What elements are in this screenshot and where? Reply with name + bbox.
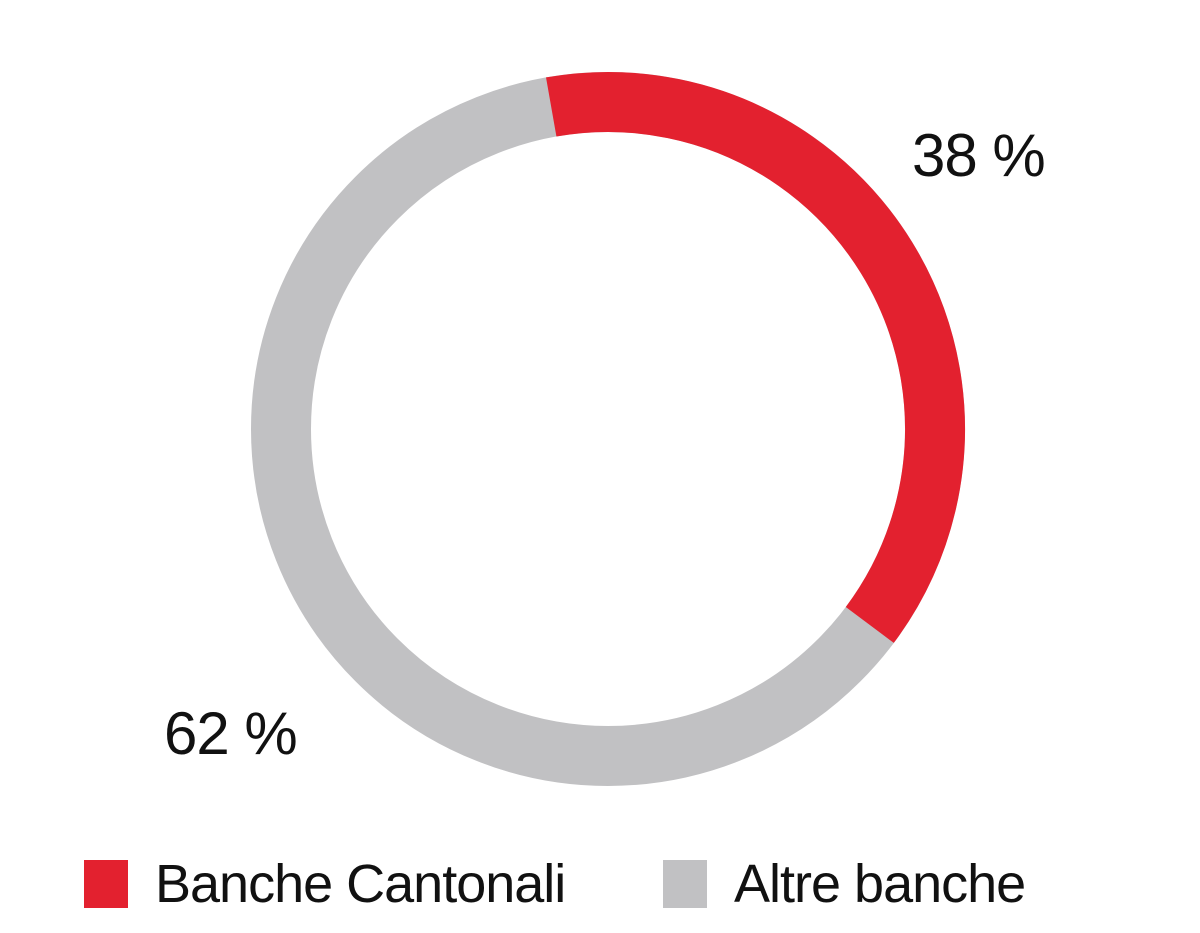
data-label-banche-cantonali: 38 % [912, 122, 1046, 189]
legend-swatch-altre-banche [663, 860, 707, 908]
legend-item-banche-cantonali: Banche Cantonali [84, 854, 566, 914]
legend-swatch-banche-cantonali [84, 860, 128, 908]
legend-label-banche-cantonali: Banche Cantonali [155, 854, 566, 914]
donut-segment-banche-cantonali [251, 72, 965, 786]
legend-item-altre-banche: Altre banche [663, 854, 1026, 914]
data-label-altre-banche: 62 % [164, 700, 298, 767]
legend-label-altre-banche: Altre banche [734, 854, 1026, 914]
chart-legend: Banche Cantonali Altre banche [0, 854, 1200, 916]
